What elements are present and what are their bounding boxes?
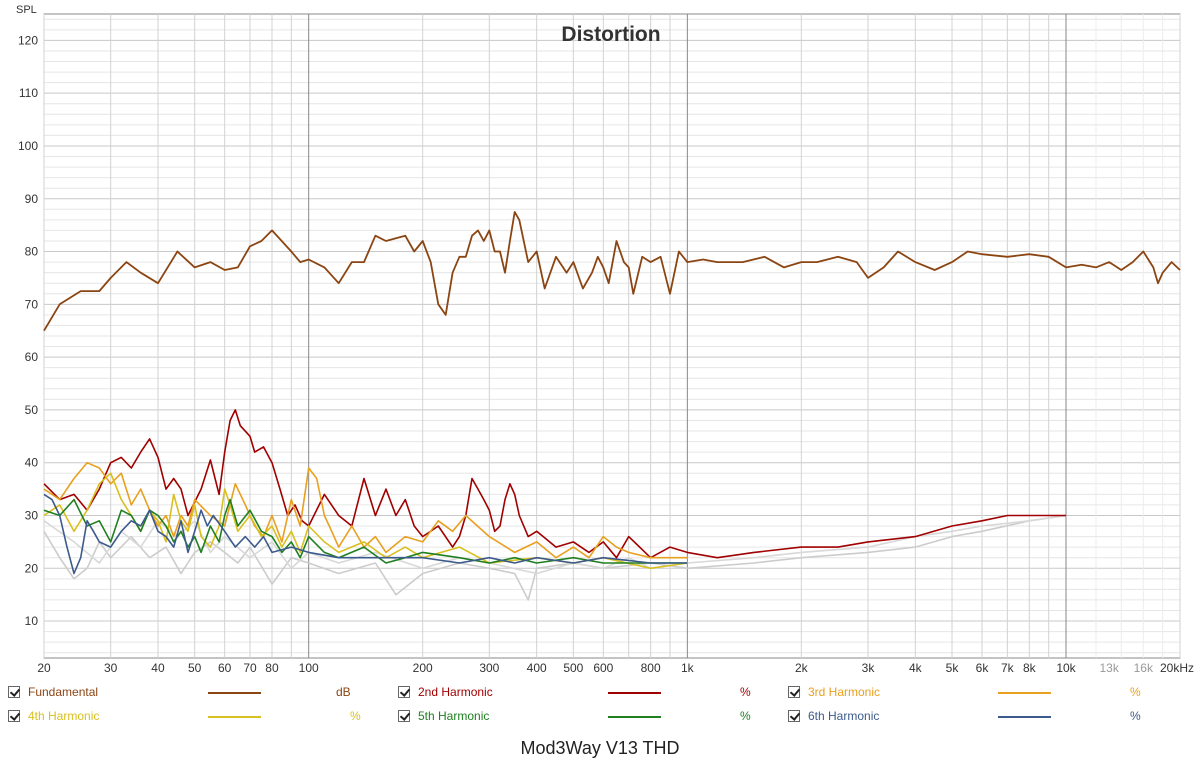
- legend: Fundamental dB 2nd Harmonic % 3rd Harmon…: [0, 680, 1200, 730]
- legend-swatch: [208, 716, 261, 718]
- y-tick-label: 10: [25, 614, 39, 628]
- x-tick-label: 5k: [946, 661, 960, 675]
- legend-label: 4th Harmonic: [28, 709, 100, 723]
- legend-unit: dB: [336, 685, 351, 699]
- checkbox-icon[interactable]: [398, 686, 410, 698]
- x-tick-label: 4k: [909, 661, 923, 675]
- series-5th-harmonic: [43, 498, 688, 564]
- legend-swatch: [998, 716, 1051, 718]
- legend-label: Fundamental: [28, 685, 99, 699]
- checkbox-icon[interactable]: [398, 710, 410, 722]
- x-tick-label: 200: [413, 661, 433, 675]
- y-tick-label: 50: [25, 403, 39, 417]
- distortion-chart: 10 20 30 40 50 60 70 80 90 100 110 120 20 30 40 50 60 70 8…: [16, 4, 1194, 675]
- x-tick-label: 3k: [862, 661, 876, 675]
- x-tick-label: 6k: [976, 661, 990, 675]
- y-tick-label: 40: [25, 456, 39, 470]
- series-2nd-harmonic: [43, 409, 1066, 559]
- y-tick-label: 60: [25, 350, 39, 364]
- x-tick-label: 100: [299, 661, 319, 675]
- x-tick-label: 13k: [1099, 661, 1119, 675]
- legend-unit: %: [740, 709, 751, 723]
- checkbox-icon[interactable]: [8, 710, 20, 722]
- tick-labels: 10 20 30 40 50 60 70 80 90 100 110 120 20 30 40 50 60 70 8…: [18, 33, 1194, 675]
- x-tick-label: 800: [641, 661, 661, 675]
- legend-label: 3rd Harmonic: [808, 685, 881, 699]
- y-tick-label: 120: [18, 33, 38, 47]
- x-tick-label: 70: [243, 661, 257, 675]
- x-tick-label: 10k: [1056, 661, 1076, 675]
- y-tick-label: 30: [25, 508, 39, 522]
- y-tick-label: 90: [25, 192, 39, 206]
- checkbox-icon[interactable]: [788, 686, 800, 698]
- x-tick-label: 40: [151, 661, 165, 675]
- x-tick-label: 80: [265, 661, 279, 675]
- y-axis-label: SPL: [16, 4, 37, 16]
- x-tick-label: 16k: [1134, 661, 1154, 675]
- y-tick-label: 80: [25, 245, 39, 259]
- y-tick-label: 70: [25, 297, 39, 311]
- grid-layer: [43, 14, 1181, 658]
- checkbox-icon[interactable]: [788, 710, 800, 722]
- x-tick-label: 400: [527, 661, 547, 675]
- y-tick-label: 110: [19, 86, 38, 100]
- x-tick-label: 8k: [1023, 661, 1037, 675]
- legend-unit: %: [740, 685, 751, 699]
- legend-unit: %: [350, 709, 361, 723]
- x-tick-label: 500: [563, 661, 583, 675]
- series-4th-harmonic: [43, 472, 688, 570]
- x-tick-label: 300: [479, 661, 499, 675]
- series-3rd-harmonic: [43, 461, 688, 559]
- x-tick-label: 60: [218, 661, 232, 675]
- chart-footer-caption: Mod3Way V13 THD: [520, 738, 680, 758]
- legend-label: 6th Harmonic: [808, 709, 880, 723]
- series-layer: [43, 211, 1181, 601]
- legend-label: 5th Harmonic: [418, 709, 490, 723]
- legend-label: 2nd Harmonic: [418, 685, 493, 699]
- legend-swatch: [208, 692, 261, 694]
- legend-swatch: [608, 692, 661, 694]
- series-fundamental: [43, 211, 1181, 332]
- series-6th-harmonic: [43, 493, 688, 575]
- legend-unit: %: [1130, 685, 1141, 699]
- legend-swatch: [608, 716, 661, 718]
- x-tick-label: 50: [188, 661, 202, 675]
- x-tick-label: 20: [37, 661, 51, 675]
- x-tick-label: 600: [593, 661, 613, 675]
- checkbox-icon[interactable]: [8, 686, 20, 698]
- y-tick-label: 20: [25, 561, 39, 575]
- series-gray-trace: [43, 514, 1067, 575]
- legend-swatch: [998, 692, 1051, 694]
- chart-title: Distortion: [561, 23, 660, 46]
- x-tick-label: 1k: [681, 661, 695, 675]
- legend-unit: %: [1130, 709, 1141, 723]
- x-tick-label: 7k: [1001, 661, 1015, 675]
- x-tick-label: 2k: [795, 661, 809, 675]
- x-tick-label: 20kHz: [1160, 661, 1194, 675]
- x-tick-label: 30: [104, 661, 118, 675]
- y-tick-label: 100: [18, 139, 38, 153]
